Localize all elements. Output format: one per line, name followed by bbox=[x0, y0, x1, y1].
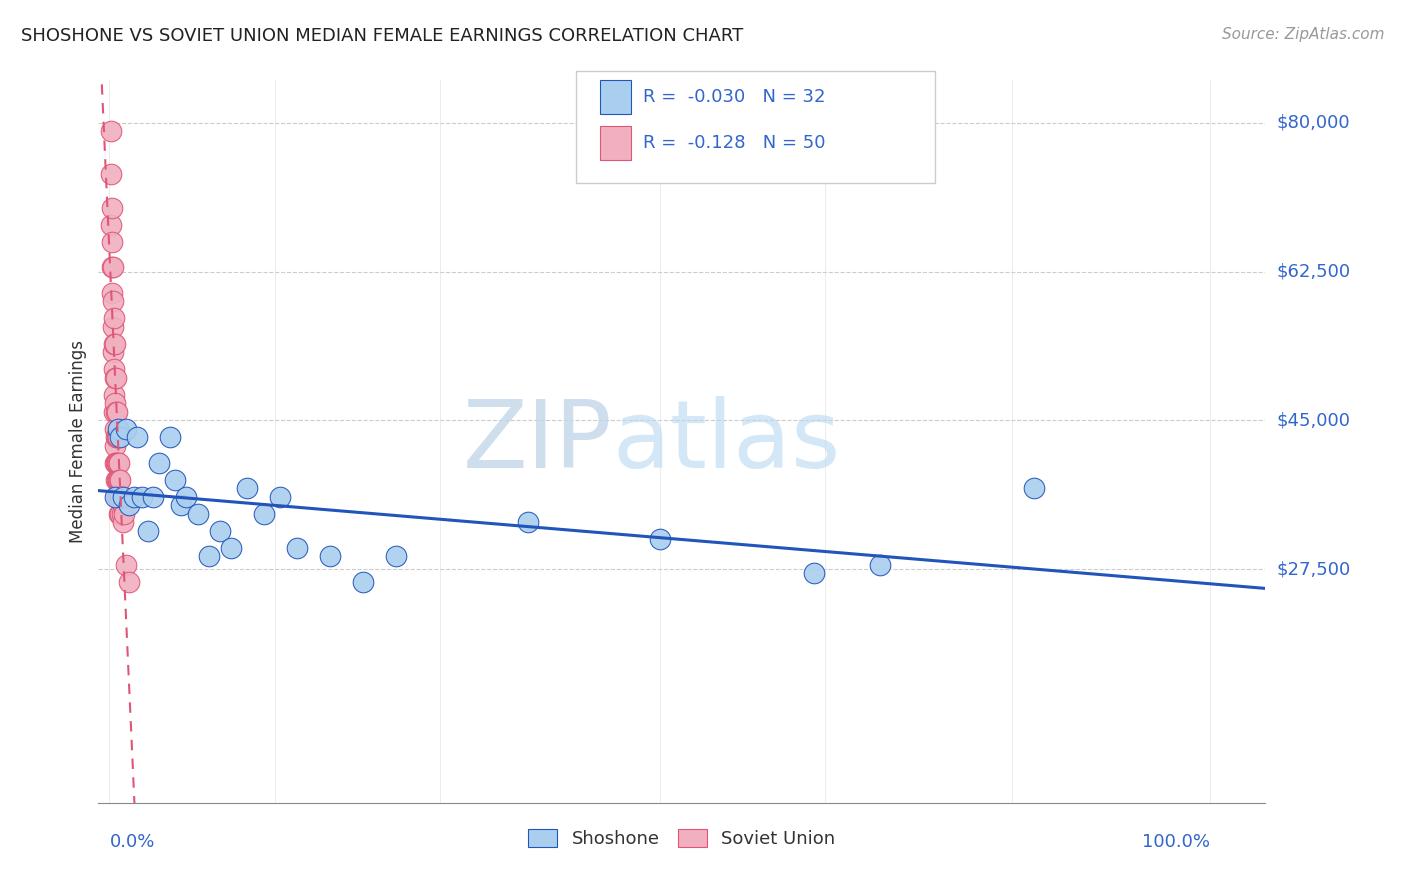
Text: 100.0%: 100.0% bbox=[1142, 833, 1211, 851]
Point bbox=[115, 558, 138, 572]
Point bbox=[115, 422, 138, 436]
Point bbox=[197, 549, 219, 564]
Point bbox=[1024, 481, 1046, 495]
Point bbox=[118, 574, 141, 589]
Point bbox=[108, 456, 131, 470]
Point bbox=[108, 473, 131, 487]
Point bbox=[105, 473, 128, 487]
Point bbox=[103, 405, 125, 419]
Point bbox=[252, 507, 274, 521]
Point bbox=[110, 507, 132, 521]
Point bbox=[100, 201, 122, 215]
Point bbox=[100, 285, 122, 300]
Text: $45,000: $45,000 bbox=[1277, 411, 1351, 429]
Point bbox=[125, 430, 148, 444]
Point bbox=[105, 490, 128, 504]
Point bbox=[318, 549, 340, 564]
Point bbox=[105, 430, 128, 444]
Point bbox=[107, 490, 129, 504]
Point bbox=[165, 473, 187, 487]
Point bbox=[105, 456, 128, 470]
Text: Source: ZipAtlas.com: Source: ZipAtlas.com bbox=[1222, 27, 1385, 42]
Point bbox=[111, 516, 134, 530]
Point bbox=[103, 388, 125, 402]
Point bbox=[136, 524, 159, 538]
Point bbox=[104, 490, 127, 504]
Point bbox=[869, 558, 891, 572]
Point bbox=[105, 405, 128, 419]
Text: R =  -0.128   N = 50: R = -0.128 N = 50 bbox=[643, 134, 825, 152]
Point bbox=[176, 490, 198, 504]
Point bbox=[105, 456, 128, 470]
Point bbox=[105, 371, 128, 385]
Point bbox=[104, 396, 127, 410]
Point bbox=[105, 430, 128, 444]
Point bbox=[101, 319, 124, 334]
Text: atlas: atlas bbox=[612, 395, 841, 488]
Point bbox=[110, 473, 132, 487]
Point bbox=[803, 566, 825, 581]
Point bbox=[516, 516, 538, 530]
Point bbox=[100, 218, 122, 232]
Point bbox=[108, 490, 131, 504]
Point bbox=[101, 260, 124, 275]
Point bbox=[105, 473, 128, 487]
Legend: Shoshone, Soviet Union: Shoshone, Soviet Union bbox=[522, 822, 842, 855]
Point bbox=[100, 260, 122, 275]
Point bbox=[111, 498, 134, 512]
Point bbox=[384, 549, 406, 564]
Point bbox=[285, 541, 308, 555]
Point bbox=[103, 311, 125, 326]
Point bbox=[103, 362, 125, 376]
Point bbox=[101, 294, 124, 309]
Point bbox=[105, 405, 128, 419]
Text: 0.0%: 0.0% bbox=[110, 833, 155, 851]
Point bbox=[101, 345, 124, 359]
Point bbox=[104, 456, 127, 470]
Point bbox=[100, 167, 122, 181]
Point bbox=[107, 422, 129, 436]
Point bbox=[104, 336, 127, 351]
Point bbox=[104, 371, 127, 385]
Point bbox=[352, 574, 374, 589]
Point bbox=[100, 124, 122, 138]
Point bbox=[131, 490, 153, 504]
Point bbox=[110, 490, 132, 504]
Text: ZIP: ZIP bbox=[463, 395, 612, 488]
Point bbox=[648, 533, 671, 547]
Point bbox=[186, 507, 208, 521]
Point bbox=[107, 456, 129, 470]
Point bbox=[112, 507, 135, 521]
Point bbox=[103, 336, 125, 351]
Text: SHOSHONE VS SOVIET UNION MEDIAN FEMALE EARNINGS CORRELATION CHART: SHOSHONE VS SOVIET UNION MEDIAN FEMALE E… bbox=[21, 27, 744, 45]
Text: R =  -0.030   N = 32: R = -0.030 N = 32 bbox=[643, 87, 825, 106]
Point bbox=[208, 524, 231, 538]
Text: $62,500: $62,500 bbox=[1277, 262, 1351, 281]
Point bbox=[100, 235, 122, 249]
Point bbox=[111, 490, 134, 504]
Point bbox=[236, 481, 259, 495]
Point bbox=[110, 490, 132, 504]
Text: $27,500: $27,500 bbox=[1277, 560, 1351, 578]
Point bbox=[110, 430, 132, 444]
Text: $80,000: $80,000 bbox=[1277, 114, 1350, 132]
Point bbox=[219, 541, 242, 555]
Y-axis label: Median Female Earnings: Median Female Earnings bbox=[69, 340, 87, 543]
Point bbox=[122, 490, 145, 504]
Point bbox=[148, 456, 170, 470]
Point bbox=[269, 490, 291, 504]
Point bbox=[118, 498, 141, 512]
Point bbox=[159, 430, 181, 444]
Point bbox=[110, 507, 132, 521]
Point bbox=[108, 507, 131, 521]
Point bbox=[170, 498, 193, 512]
Point bbox=[142, 490, 165, 504]
Point bbox=[107, 430, 129, 444]
Point bbox=[104, 422, 127, 436]
Point bbox=[104, 439, 127, 453]
Point bbox=[107, 473, 129, 487]
